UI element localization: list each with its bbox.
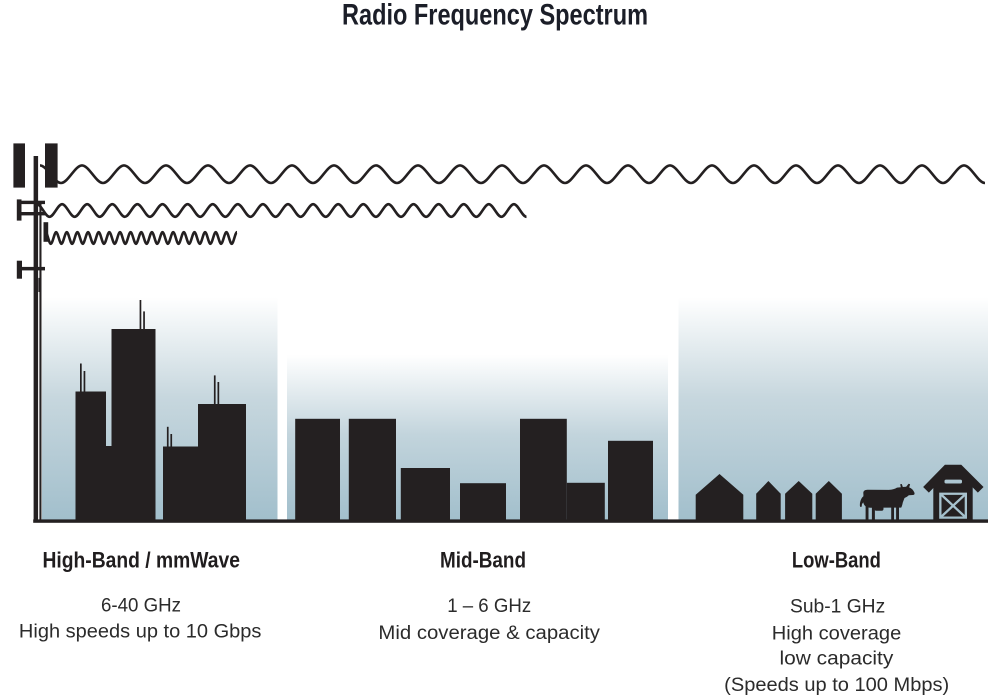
svg-text:Radio Frequency Spectrum: Radio Frequency Spectrum [342, 0, 648, 32]
svg-text:Low-Band: Low-Band [792, 547, 881, 572]
svg-text:(Speeds up to 100 Mbps): (Speeds up to 100 Mbps) [724, 675, 949, 696]
svg-text:1 – 6 GHz: 1 – 6 GHz [447, 596, 531, 617]
svg-text:Mid coverage & capacity: Mid coverage & capacity [378, 623, 600, 644]
svg-text:High coverage: High coverage [772, 623, 902, 644]
svg-text:low capacity: low capacity [780, 649, 894, 670]
svg-text:Mid-Band: Mid-Band [440, 547, 526, 572]
svg-text:High-Band / mmWave: High-Band / mmWave [42, 547, 240, 572]
svg-text:Sub-1 GHz: Sub-1 GHz [790, 596, 885, 617]
svg-text:6-40 GHz: 6-40 GHz [101, 595, 181, 616]
svg-text:High speeds up to 10 Gbps: High speeds up to 10 Gbps [19, 621, 262, 642]
